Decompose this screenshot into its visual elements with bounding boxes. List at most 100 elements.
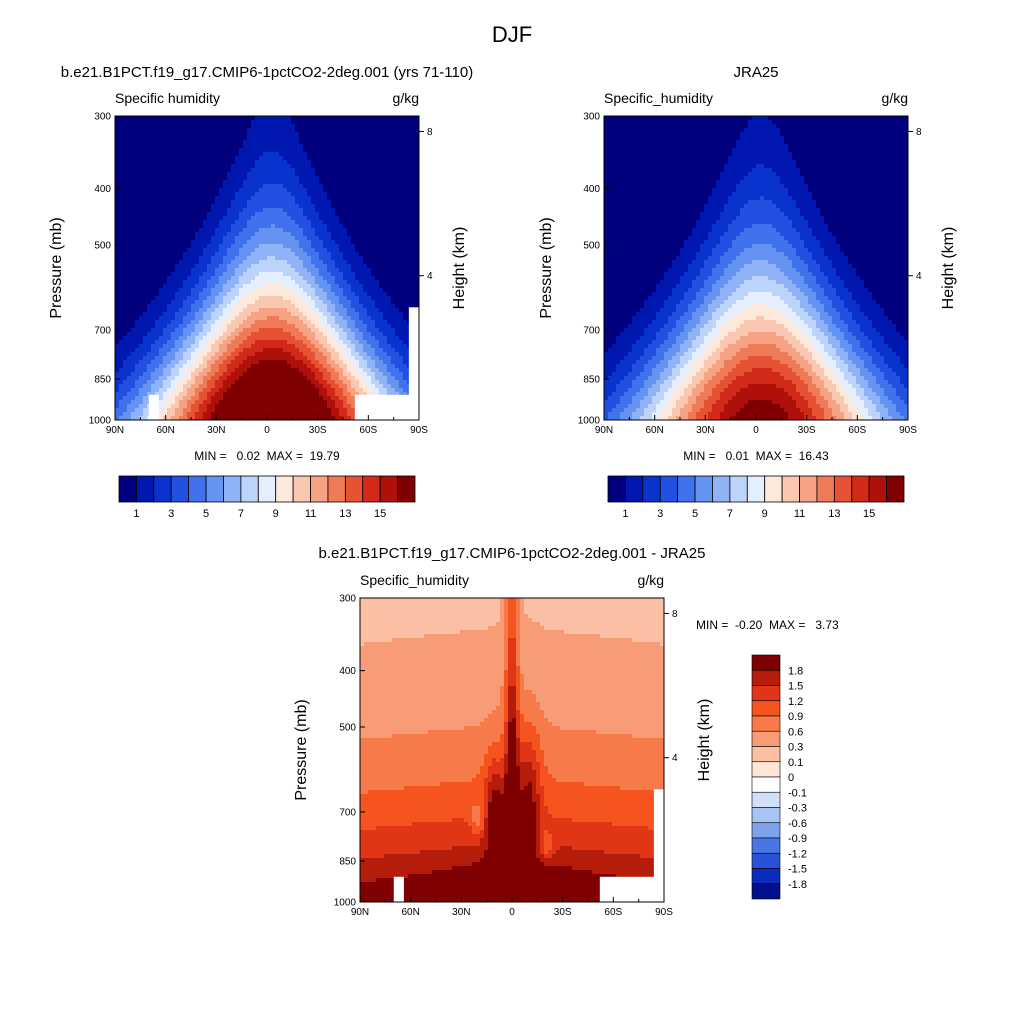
field-cell <box>211 236 216 241</box>
field-cell <box>407 260 412 265</box>
field-cell <box>179 368 184 373</box>
field-cell <box>283 140 288 145</box>
field-cell <box>135 340 140 345</box>
field-cell <box>219 144 224 149</box>
field-cell <box>279 224 284 229</box>
field-cell <box>351 200 356 205</box>
field-cell <box>379 328 384 333</box>
field-cell <box>163 280 168 285</box>
field-cell <box>311 192 316 197</box>
field-cell <box>215 224 220 229</box>
field-cell <box>163 132 168 137</box>
field-cell <box>403 236 408 241</box>
field-cell <box>143 256 148 261</box>
field-cell <box>311 236 316 241</box>
field-cell <box>367 276 372 281</box>
field-cell <box>235 376 240 381</box>
field-cell <box>367 280 372 285</box>
field-cell <box>259 208 264 213</box>
field-cell <box>247 152 252 157</box>
field-cell <box>399 360 404 365</box>
field-cell <box>415 240 419 245</box>
field-cell <box>143 364 148 369</box>
field-cell <box>407 292 412 297</box>
field-cell <box>127 192 132 197</box>
field-cell <box>359 156 364 161</box>
field-cell <box>307 316 312 321</box>
field-cell <box>295 196 300 201</box>
field-cell <box>367 172 372 177</box>
field-cell <box>387 208 392 213</box>
field-cell <box>387 304 392 309</box>
field-cell <box>307 332 312 337</box>
field-cell <box>151 360 156 365</box>
field-cell <box>379 204 384 209</box>
field-cell <box>139 336 144 341</box>
field-cell <box>363 200 368 205</box>
field-cell <box>267 292 272 297</box>
field-cell <box>371 124 376 129</box>
field-cell <box>303 116 308 121</box>
field-cell <box>267 280 272 285</box>
field-cell <box>375 244 380 249</box>
field-cell <box>363 184 368 189</box>
field-cell <box>391 184 396 189</box>
field-cell <box>127 140 132 145</box>
field-cell <box>315 360 320 365</box>
field-cell <box>415 132 419 137</box>
field-cell <box>411 292 416 297</box>
field-cell <box>259 252 264 257</box>
field-cell <box>323 236 328 241</box>
field-cell <box>139 156 144 161</box>
field-cell <box>299 160 304 165</box>
field-cell <box>259 324 264 329</box>
field-cell <box>243 360 248 365</box>
field-cell <box>235 208 240 213</box>
field-cell <box>319 180 324 185</box>
field-cell <box>315 280 320 285</box>
field-cell <box>259 316 264 321</box>
field-cell <box>199 216 204 221</box>
field-cell <box>171 304 176 309</box>
field-cell <box>343 300 348 305</box>
field-cell <box>407 148 412 153</box>
field-cell <box>387 228 392 233</box>
field-cell <box>183 204 188 209</box>
field-cell <box>271 172 276 177</box>
field-cell <box>243 308 248 313</box>
field-cell <box>343 128 348 133</box>
field-cell <box>267 192 272 197</box>
field-cell <box>347 312 352 317</box>
field-cell <box>307 304 312 309</box>
field-cell <box>135 368 140 373</box>
field-cell <box>243 256 248 261</box>
field-cell <box>363 316 368 321</box>
field-cell <box>271 312 276 317</box>
field-cell <box>279 116 284 121</box>
field-cell <box>119 180 124 185</box>
field-cell <box>411 268 416 273</box>
field-cell <box>259 372 264 377</box>
field-cell <box>199 260 204 265</box>
field-cell <box>199 328 204 333</box>
field-cell <box>315 180 320 185</box>
field-cell <box>131 120 136 125</box>
field-cell <box>351 316 356 321</box>
field-cell <box>191 272 196 277</box>
field-cell <box>275 184 280 189</box>
field-cell <box>243 236 248 241</box>
field-cell <box>167 192 172 197</box>
field-cell <box>267 260 272 265</box>
field-cell <box>199 232 204 237</box>
field-cell <box>415 220 419 225</box>
field-cell <box>143 316 148 321</box>
field-cell <box>167 356 172 361</box>
field-cell <box>195 176 200 181</box>
field-cell <box>243 340 248 345</box>
field-cell <box>139 204 144 209</box>
field-cell <box>127 256 132 261</box>
field-cell <box>391 240 396 245</box>
field-cell <box>187 352 192 357</box>
field-cell <box>147 180 152 185</box>
field-cell <box>207 244 212 249</box>
